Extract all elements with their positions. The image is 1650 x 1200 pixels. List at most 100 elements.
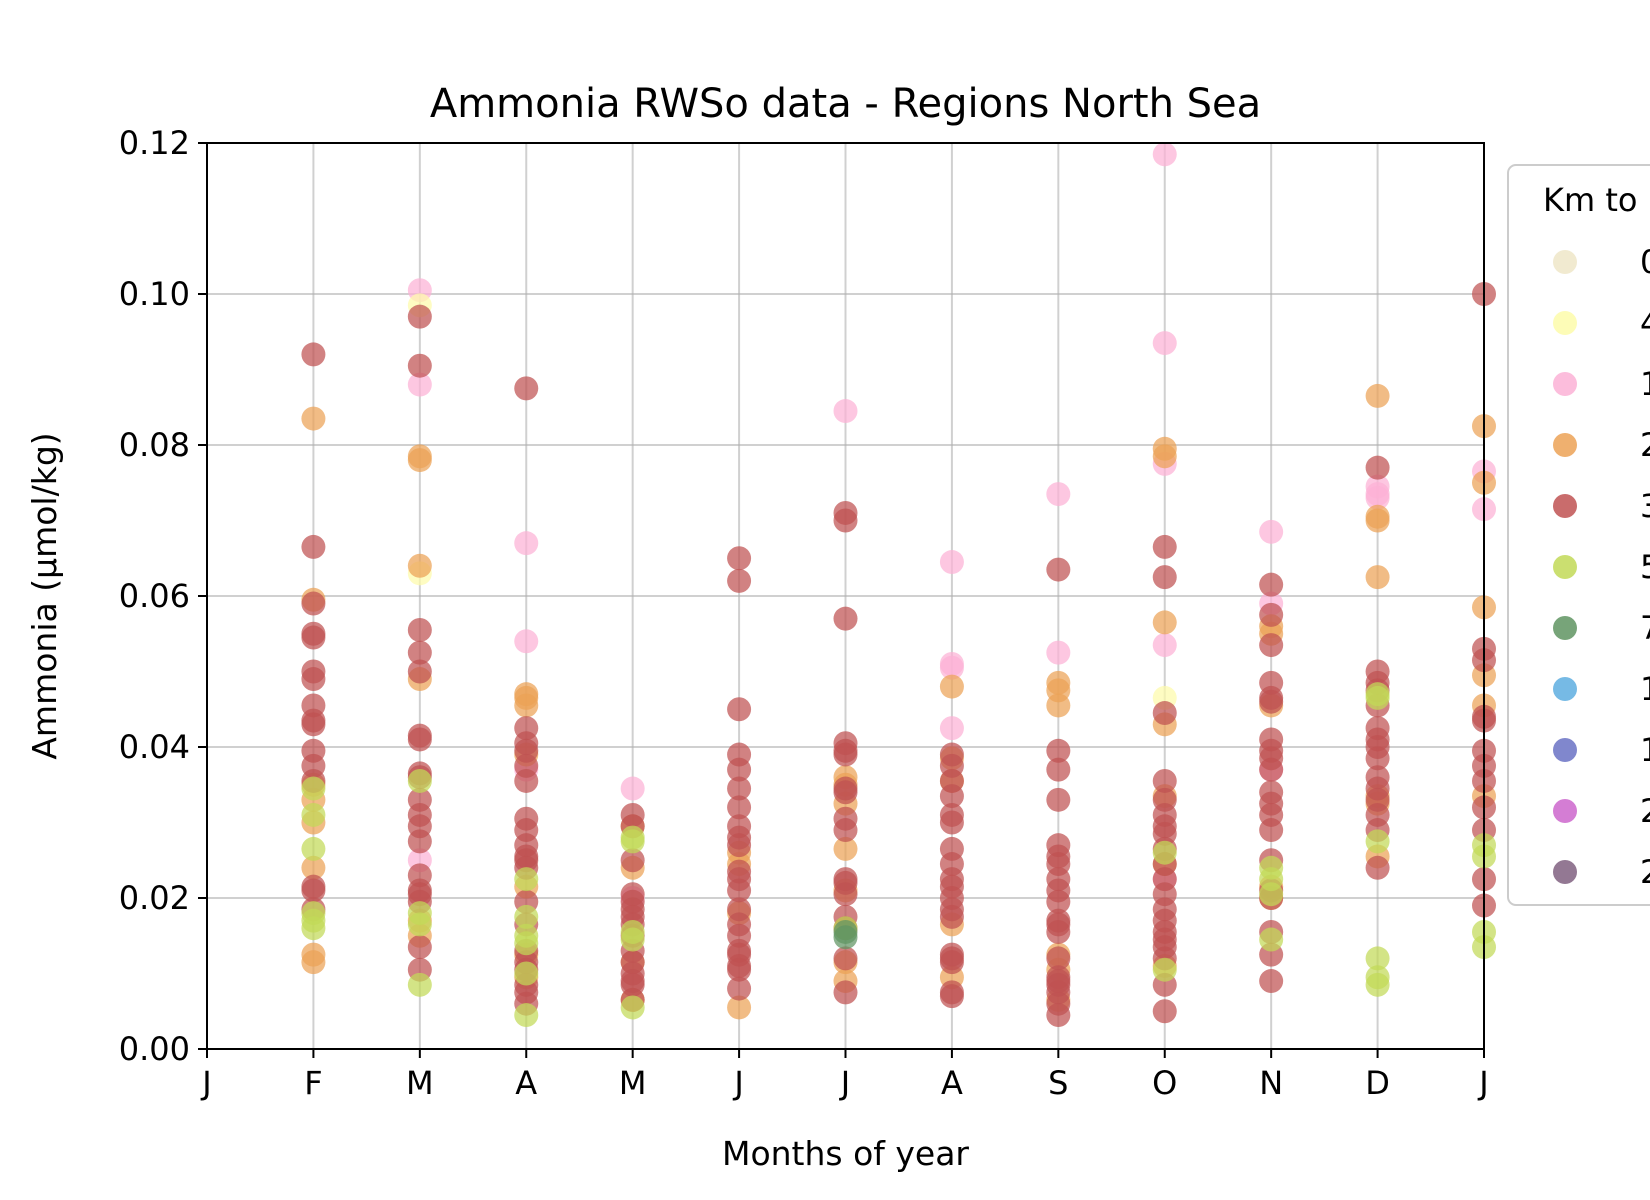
data-point	[833, 508, 858, 533]
y-tick-label: 0.02	[119, 879, 190, 917]
data-point	[1152, 999, 1177, 1024]
data-point	[1259, 519, 1284, 544]
data-point	[620, 995, 645, 1020]
data-point	[727, 878, 752, 903]
data-point	[833, 818, 858, 843]
data-point	[1365, 455, 1390, 480]
data-point	[514, 904, 539, 929]
data-point	[833, 780, 858, 805]
legend-marker	[1553, 738, 1577, 762]
data-point	[620, 829, 645, 854]
legend-marker	[1553, 677, 1577, 701]
data-point	[407, 935, 432, 960]
data-point	[1046, 757, 1071, 782]
x-tick-label: J	[200, 1064, 211, 1102]
data-point	[939, 984, 964, 1009]
data-point	[1046, 919, 1071, 944]
series-5	[833, 919, 858, 950]
data-point	[514, 867, 539, 892]
data-point	[1046, 640, 1071, 665]
data-point	[1365, 946, 1390, 971]
data-point	[301, 406, 326, 431]
legend: Km to 0 4 1 2 3 5 7 1 1 2 2	[1507, 164, 1650, 906]
data-point	[514, 768, 539, 793]
data-point	[1259, 633, 1284, 658]
data-point	[833, 925, 858, 950]
y-tick-label: 0.00	[119, 1030, 190, 1068]
data-point	[939, 784, 964, 809]
legend-box	[1507, 164, 1650, 906]
legend-label: 1	[1640, 731, 1650, 769]
data-point	[514, 376, 539, 401]
data-point	[407, 553, 432, 578]
data-point	[301, 712, 326, 737]
data-point	[301, 855, 326, 880]
legend-marker	[1553, 799, 1577, 823]
data-point	[1046, 693, 1071, 718]
data-point	[407, 353, 432, 378]
data-point	[1046, 1003, 1071, 1028]
data-point	[727, 976, 752, 1001]
data-point	[407, 617, 432, 642]
x-tick-label: M	[406, 1064, 434, 1102]
data-point	[1046, 946, 1071, 971]
legend-label: 2	[1640, 853, 1650, 891]
data-point	[1046, 787, 1071, 812]
data-point	[1152, 840, 1177, 865]
data-point	[1365, 485, 1390, 510]
data-point	[407, 444, 432, 469]
legend-label: 7	[1640, 609, 1650, 647]
data-point	[727, 833, 752, 858]
data-point	[1259, 969, 1284, 994]
data-point	[301, 667, 326, 692]
legend-marker	[1553, 555, 1577, 579]
series-3	[301, 282, 1496, 1028]
data-point	[833, 399, 858, 424]
data-point	[1152, 444, 1177, 469]
data-point	[1365, 383, 1390, 408]
data-point	[407, 768, 432, 793]
data-point	[620, 927, 645, 952]
legend-marker	[1553, 311, 1577, 335]
data-point	[301, 950, 326, 975]
data-point	[514, 531, 539, 556]
data-point	[727, 957, 752, 982]
data-point	[301, 802, 326, 827]
data-point	[301, 916, 326, 941]
data-point	[727, 757, 752, 782]
x-tick-label: J	[839, 1064, 850, 1102]
data-point	[1259, 572, 1284, 597]
data-point	[1365, 565, 1390, 590]
data-point	[727, 776, 752, 801]
legend-marker	[1553, 372, 1577, 396]
data-point	[1046, 738, 1071, 763]
data-point	[727, 697, 752, 722]
data-point	[1046, 889, 1071, 914]
data-point	[1152, 957, 1177, 982]
y-tick-label: 0.08	[119, 426, 190, 464]
data-point	[727, 995, 752, 1020]
x-tick-label: J	[1477, 1064, 1488, 1102]
y-tick-label: 0.10	[119, 275, 190, 313]
data-point	[301, 878, 326, 903]
legend-label: 1	[1640, 365, 1650, 403]
data-point	[1152, 701, 1177, 726]
y-tick-label: 0.06	[119, 577, 190, 615]
data-point	[407, 912, 432, 937]
data-point	[1259, 689, 1284, 714]
data-point	[620, 776, 645, 801]
data-point	[1365, 855, 1390, 880]
data-point	[301, 591, 326, 616]
data-point	[1365, 972, 1390, 997]
data-point	[407, 727, 432, 752]
data-point	[939, 950, 964, 975]
data-point	[1152, 142, 1177, 167]
x-tick-label: M	[619, 1064, 647, 1102]
legend-label: 1	[1640, 670, 1650, 708]
data-point	[1152, 534, 1177, 559]
data-point	[301, 342, 326, 367]
data-point	[1365, 829, 1390, 854]
data-point	[939, 674, 964, 699]
x-tick-label: N	[1259, 1064, 1283, 1102]
